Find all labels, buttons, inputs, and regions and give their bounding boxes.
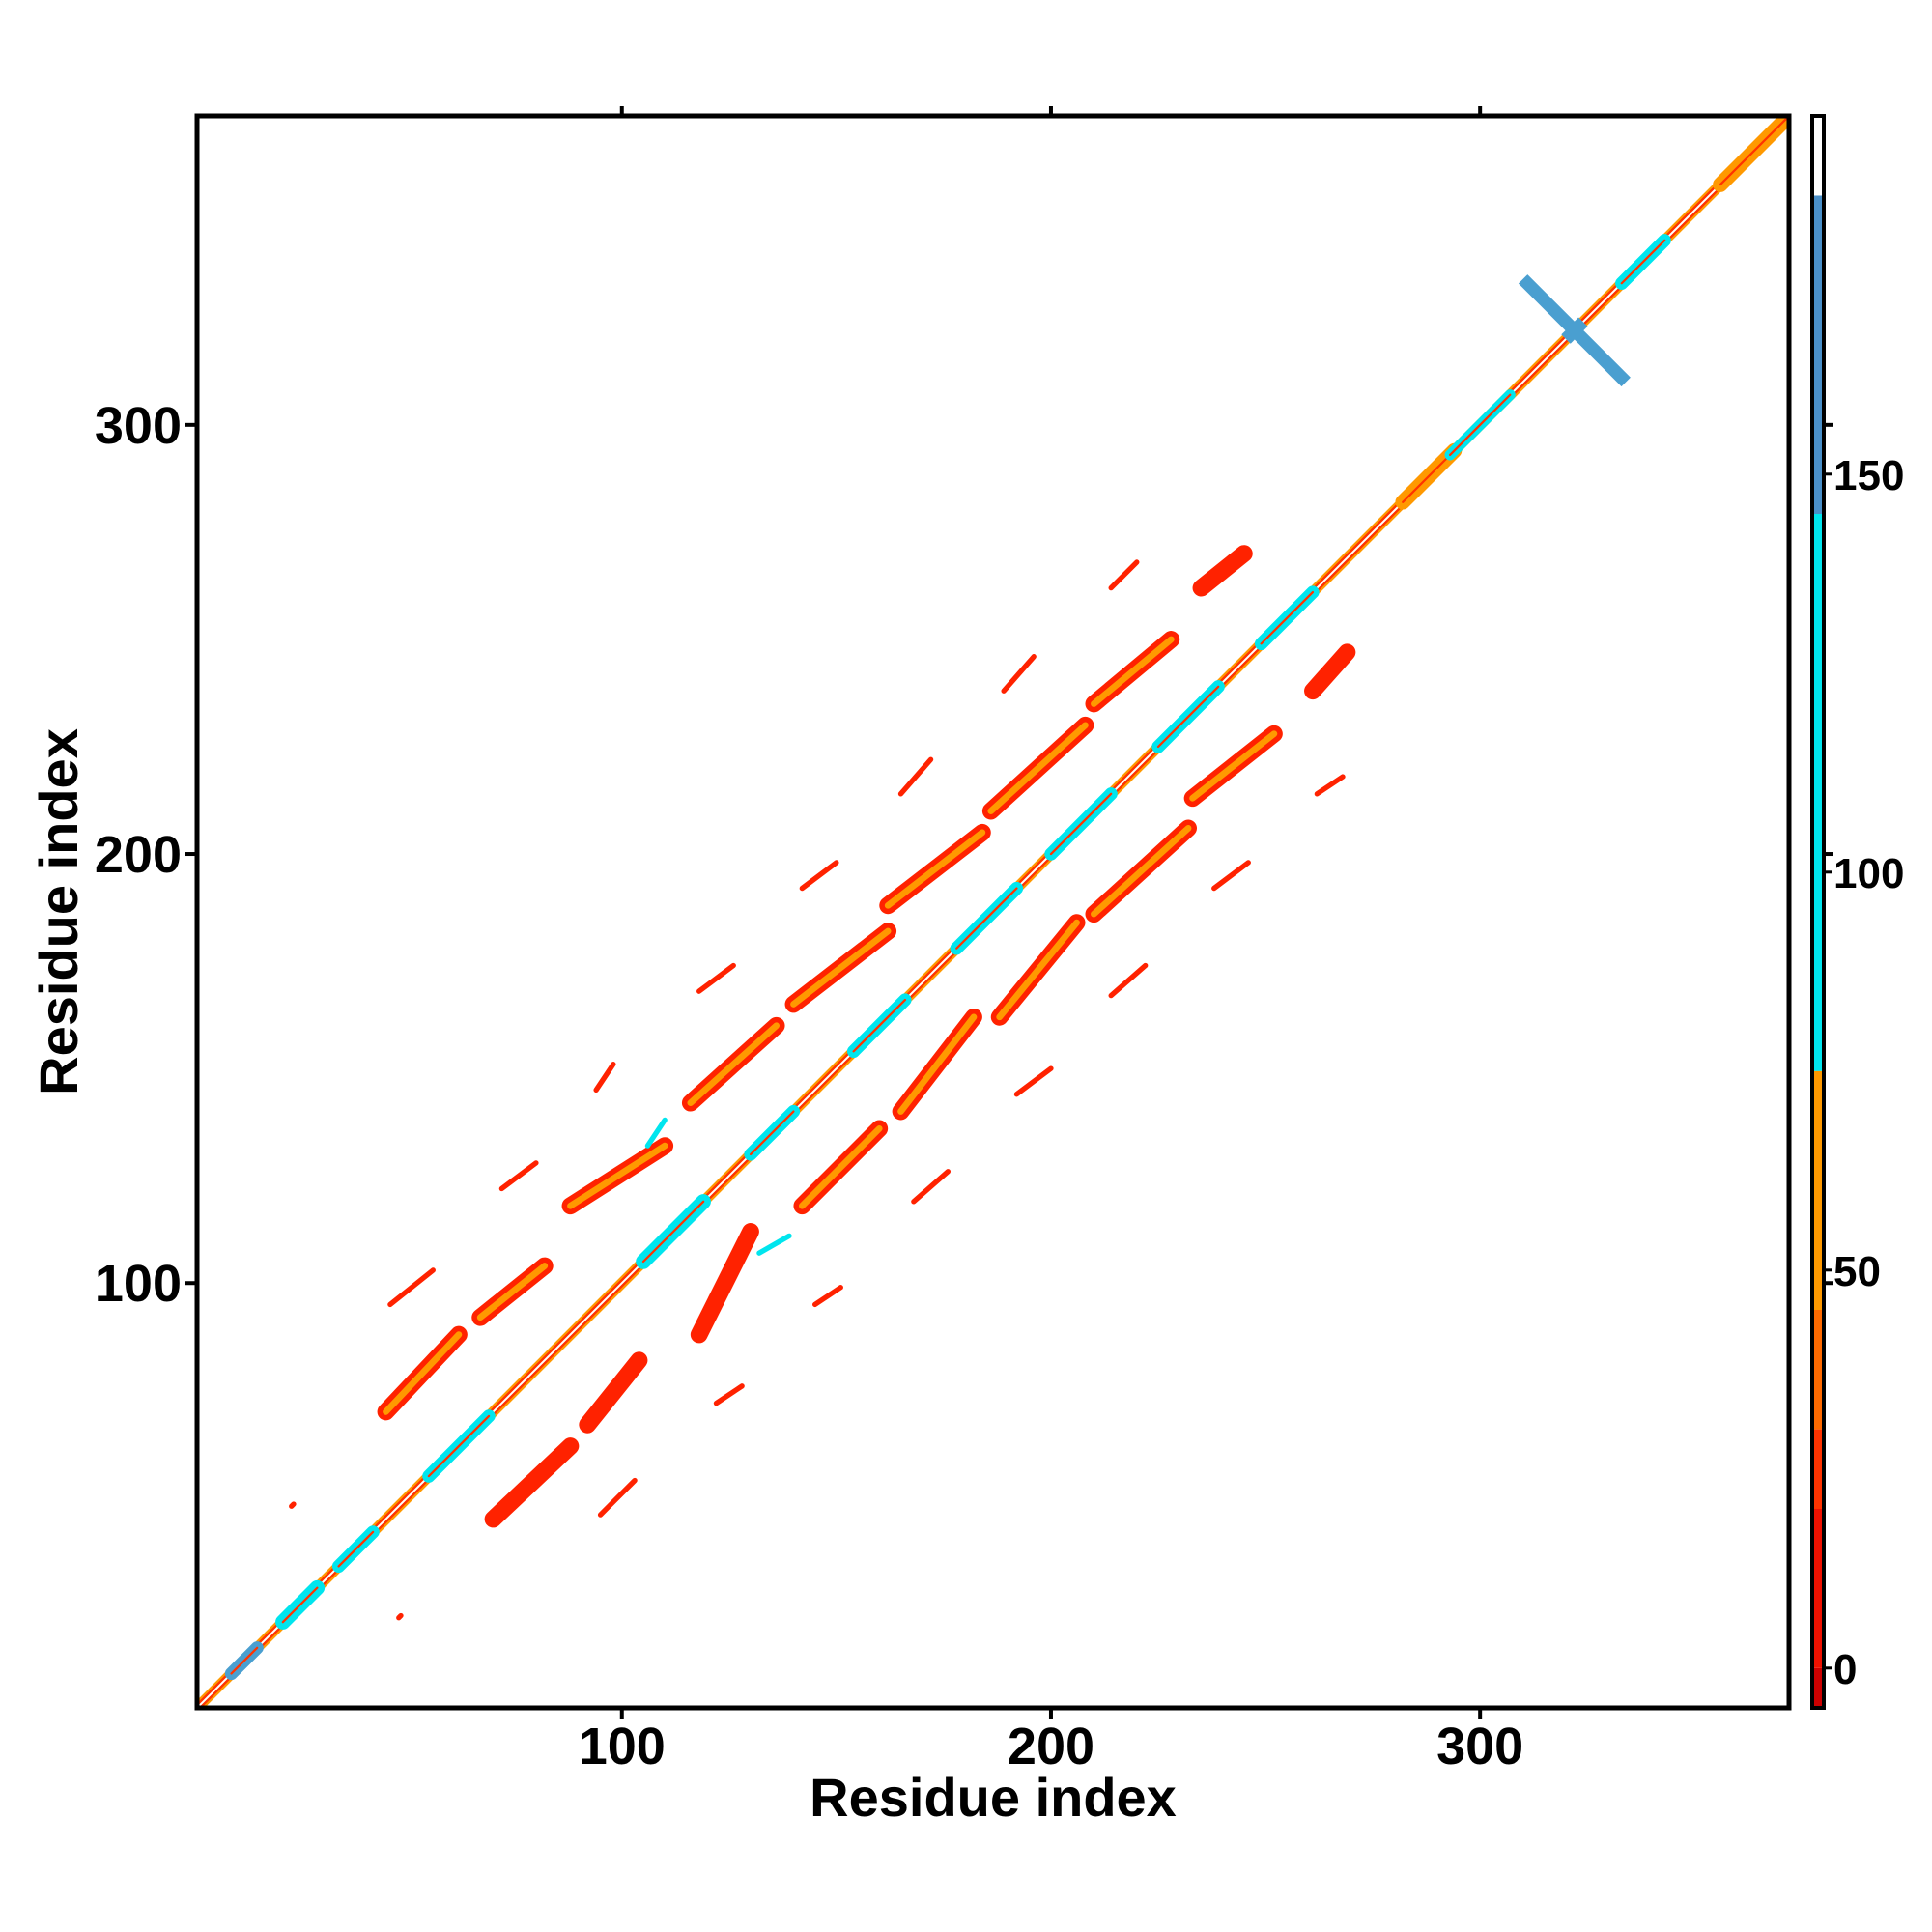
satellite-contact-2 xyxy=(593,1062,616,1094)
diagonal-feature-core-9 xyxy=(1156,685,1220,749)
satellite-contact-18 xyxy=(289,1501,297,1509)
contact-strip-24 xyxy=(1091,825,1192,918)
diagonal-feature-core-7 xyxy=(955,887,1018,950)
x-tick-label-0: 100 xyxy=(579,1718,666,1776)
satellite-contact-5 xyxy=(897,756,934,797)
contact-strip-20 xyxy=(996,919,1080,1021)
y-tick-label-1: 200 xyxy=(95,826,182,884)
contact-strip-3 xyxy=(476,1263,549,1321)
satellite-contact-15 xyxy=(1314,774,1346,797)
satellite-contact-7 xyxy=(1108,559,1140,591)
diagonal-feature-core-3 xyxy=(427,1414,491,1478)
colorbar-tick-label-2: 100 xyxy=(1833,850,1904,897)
contact-strip-10 xyxy=(687,1022,781,1107)
satellite-contact-4 xyxy=(799,860,839,892)
axes: 100 200 300 100 200 300 xyxy=(95,106,1523,1776)
diagonal-feature-core-4 xyxy=(641,1200,705,1264)
x-tick-label-1: 200 xyxy=(1008,1718,1094,1776)
contact-strip-16 xyxy=(897,1013,978,1115)
colorbar-segment-5 xyxy=(1812,514,1824,1071)
satellite-contact-17 xyxy=(644,1117,668,1149)
satellite-contact-13 xyxy=(1108,962,1149,999)
colorbar-segment-3 xyxy=(1812,1310,1824,1430)
satellite-contact-11 xyxy=(911,1169,952,1205)
colorbar-segment-7 xyxy=(1812,116,1824,196)
x-tick-label-2: 300 xyxy=(1436,1718,1523,1776)
diagonal-feature-core-13 xyxy=(1620,239,1666,285)
diagonal-feature-core-12 xyxy=(1448,393,1512,457)
contact-strip-29 xyxy=(1192,545,1253,597)
colorbar-segment-0 xyxy=(1812,1667,1824,1708)
satellite-contact-8 xyxy=(597,1477,638,1518)
contact-strip-14 xyxy=(790,927,892,1008)
satellite-contact-0 xyxy=(387,1267,436,1308)
diagonal-feature-core-2 xyxy=(337,1530,375,1568)
contact-strip-12 xyxy=(798,1124,883,1209)
colorbar-segment-2 xyxy=(1812,1429,1824,1509)
y-tick-label-0: 100 xyxy=(95,1255,182,1313)
contact-strip-4 xyxy=(484,1437,580,1528)
contact-strip-7 xyxy=(567,1142,668,1209)
colorbar-tick-label-1: 50 xyxy=(1833,1248,1881,1295)
contact-strip-28 xyxy=(1189,730,1278,802)
y-tick-label-2: 300 xyxy=(95,397,182,455)
plot-area xyxy=(197,116,1789,1708)
satellite-contact-19 xyxy=(396,1612,404,1621)
satellite-contact-16 xyxy=(756,1233,792,1256)
satellite-contact-14 xyxy=(1211,860,1251,892)
diagonal-feature-core-10 xyxy=(1260,590,1315,645)
satellite-contact-6 xyxy=(1001,654,1037,694)
contact-strip-1 xyxy=(383,1331,463,1415)
diagonal-feature-core-11 xyxy=(1402,449,1456,503)
colorbar-frame xyxy=(1810,114,1826,1710)
diagonal-feature-core-0 xyxy=(230,1646,259,1675)
satellite-contact-10 xyxy=(811,1285,843,1308)
diagonal-feature-core-6 xyxy=(852,998,907,1053)
contact-strip-22 xyxy=(987,722,1089,814)
diagonal-feature-core-8 xyxy=(1049,792,1113,856)
cross-marker-arm-b xyxy=(1561,317,1588,344)
y-axis-title: Residue index xyxy=(28,728,89,1095)
contact-strip-26 xyxy=(1091,636,1175,707)
plot-frame xyxy=(194,113,1792,1711)
contact-strip-18 xyxy=(884,829,986,909)
contact-strip-8 xyxy=(690,1223,759,1344)
x-axis-title: Residue index xyxy=(810,1767,1177,1828)
contact-strip-5 xyxy=(579,1351,648,1434)
satellite-contact-3 xyxy=(696,962,736,994)
diagonal-feature-core-5 xyxy=(749,1110,795,1156)
satellite-contact-1 xyxy=(498,1160,539,1192)
satellite-contact-9 xyxy=(713,1383,745,1406)
colorbar-segment-6 xyxy=(1812,195,1824,514)
colorbar-segment-1 xyxy=(1812,1509,1824,1668)
colorbar-tick-label-3: 150 xyxy=(1833,452,1904,499)
satellite-contact-12 xyxy=(1013,1065,1054,1097)
diagonal-feature-core-14 xyxy=(1719,116,1789,186)
colorbar-tick-label-0: 0 xyxy=(1833,1646,1857,1693)
diagonal-feature-core-1 xyxy=(281,1586,319,1624)
colorbar-segment-4 xyxy=(1812,1070,1824,1310)
contact-strip-30 xyxy=(1304,643,1356,700)
colorbar: 0 50 100 150 xyxy=(1810,114,1904,1710)
